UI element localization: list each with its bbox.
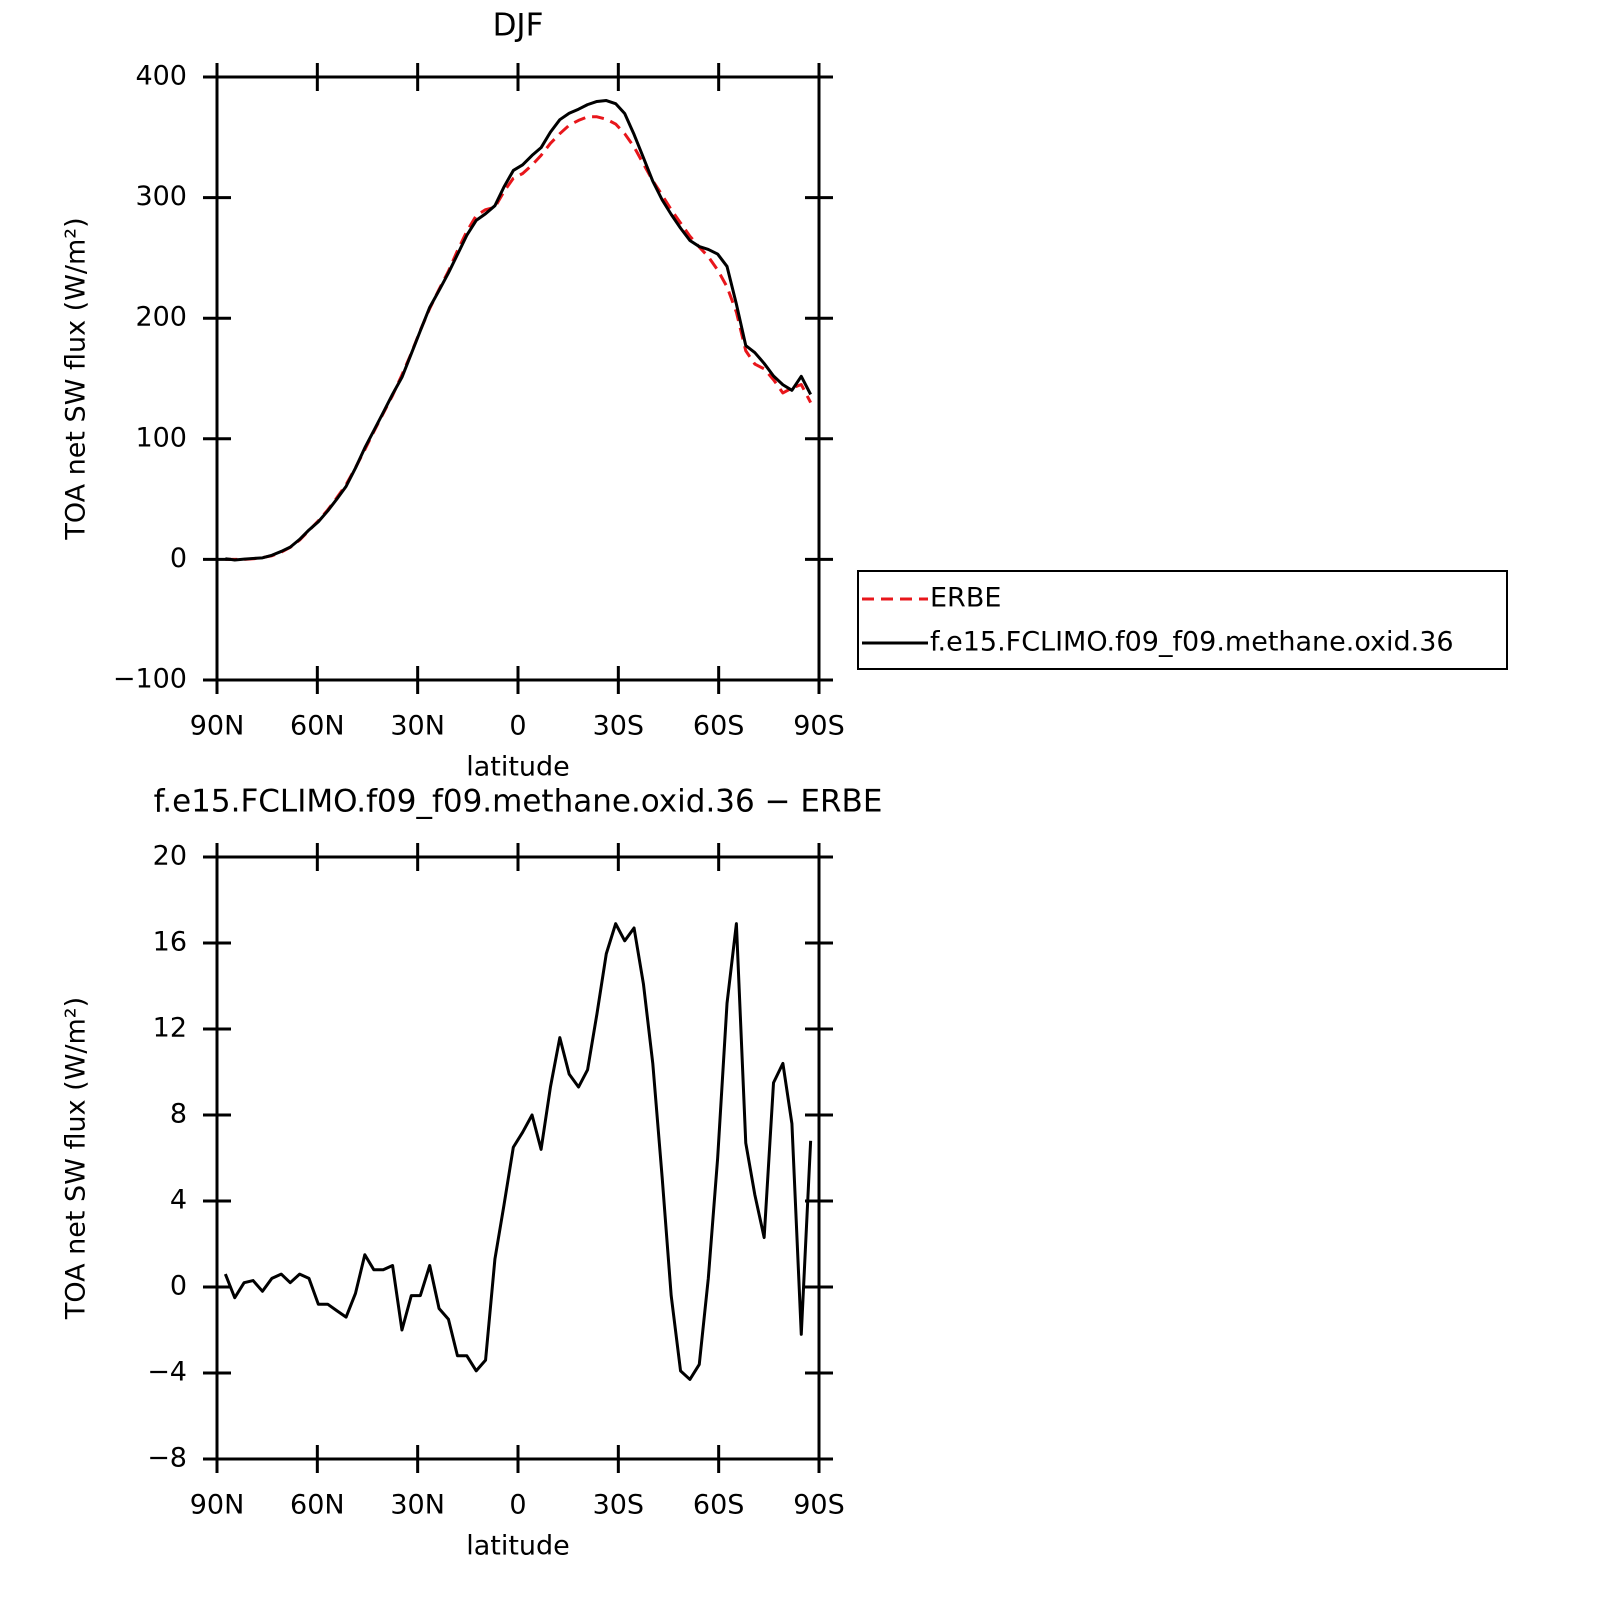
y-tick-label: 100 (135, 422, 187, 453)
series-line (223, 922, 813, 1381)
y-tick-label: 0 (170, 543, 187, 574)
plot-frame (215, 855, 821, 1461)
series-line (225, 115, 812, 561)
x-tick-label: 90S (793, 711, 845, 742)
y-tick-label: 300 (135, 181, 187, 212)
y-tick-label: 20 (153, 841, 187, 872)
x-tick-label: 60N (290, 1490, 345, 1521)
series-line (225, 99, 812, 562)
x-tick-label: 0 (509, 1490, 526, 1521)
chart-title: f.e15.FCLIMO.f09_f09.methane.oxid.36 − E… (154, 784, 883, 820)
x-tick-label: 90N (190, 711, 245, 742)
y-tick-label: −100 (113, 664, 187, 695)
y-tick-label: 0 (170, 1271, 187, 1302)
y-tick-label: 16 (153, 927, 187, 958)
x-tick-label: 30N (390, 1490, 445, 1521)
y-tick-label: 200 (135, 302, 187, 333)
x-axis-label: latitude (466, 752, 570, 783)
legend-box (857, 570, 1508, 670)
x-axis-label: latitude (466, 1531, 570, 1562)
x-tick-label: 60S (693, 1490, 745, 1521)
chart-title: DJF (493, 8, 544, 44)
x-tick-label: 30N (390, 711, 445, 742)
y-axis-label: TOA net SW flux (W/m²) (61, 217, 92, 540)
x-tick-label: 90N (190, 1490, 245, 1521)
x-tick-label: 90S (793, 1490, 845, 1521)
x-tick-label: 60N (290, 711, 345, 742)
y-tick-label: −4 (147, 1357, 187, 1388)
y-axis-label: TOA net SW flux (W/m²) (61, 997, 92, 1320)
y-tick-label: 400 (135, 61, 187, 92)
legend-label: f.e15.FCLIMO.f09_f09.methane.oxid.36 (930, 627, 1454, 658)
legend-label: ERBE (930, 583, 1001, 614)
y-tick-label: 4 (170, 1185, 187, 1216)
x-tick-label: 30S (593, 1490, 645, 1521)
y-tick-label: 12 (153, 1013, 187, 1044)
y-tick-label: −8 (147, 1443, 187, 1474)
y-tick-label: 8 (170, 1099, 187, 1130)
x-tick-label: 60S (693, 711, 745, 742)
x-tick-label: 0 (509, 711, 526, 742)
x-tick-label: 30S (593, 711, 645, 742)
